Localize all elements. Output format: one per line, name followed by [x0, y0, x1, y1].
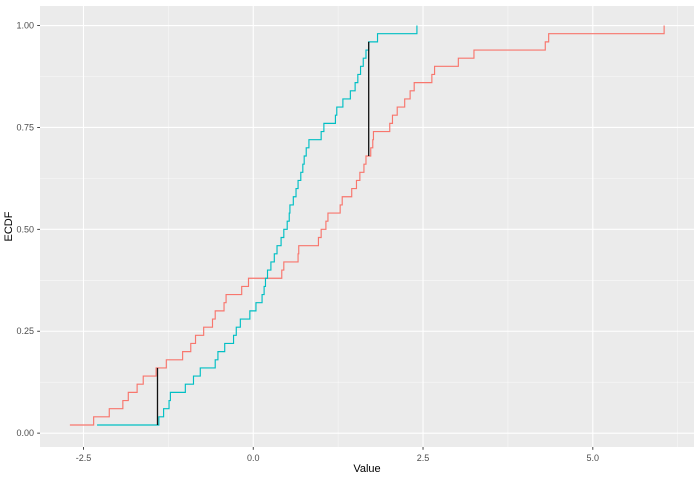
y-tick-label: 0.50: [16, 224, 34, 234]
x-axis-title: Value: [353, 463, 380, 475]
ecdf-step-line-series-cyan: [97, 25, 418, 426]
y-tick-label: 0.00: [16, 428, 34, 438]
ecdf-step-line-series-red: [69, 25, 665, 426]
x-tick-label: 2.5: [417, 453, 430, 463]
y-tick-label: 0.75: [16, 122, 34, 132]
y-tick-label: 1.00: [16, 21, 34, 31]
y-axis-title: ECDF: [3, 211, 15, 241]
panel-background: [40, 6, 694, 447]
x-tick-label: -2.5: [76, 453, 92, 463]
x-tick-label: 0.0: [247, 453, 260, 463]
y-tick-label: 0.25: [16, 326, 34, 336]
x-tick-label: 5.0: [587, 453, 600, 463]
